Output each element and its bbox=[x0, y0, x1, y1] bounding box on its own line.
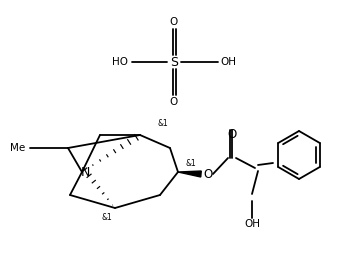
Text: O: O bbox=[170, 97, 178, 107]
Text: Me: Me bbox=[10, 143, 25, 153]
Text: &1: &1 bbox=[102, 213, 113, 222]
Text: OH: OH bbox=[244, 219, 260, 229]
Text: O: O bbox=[170, 17, 178, 27]
Text: O: O bbox=[203, 168, 213, 180]
Text: HO: HO bbox=[112, 57, 128, 67]
Text: O: O bbox=[228, 129, 237, 141]
Text: N: N bbox=[80, 165, 90, 179]
Polygon shape bbox=[178, 171, 201, 177]
Text: OH: OH bbox=[220, 57, 236, 67]
Text: S: S bbox=[170, 55, 178, 69]
Text: &1: &1 bbox=[158, 120, 169, 129]
Text: &1: &1 bbox=[186, 159, 197, 168]
